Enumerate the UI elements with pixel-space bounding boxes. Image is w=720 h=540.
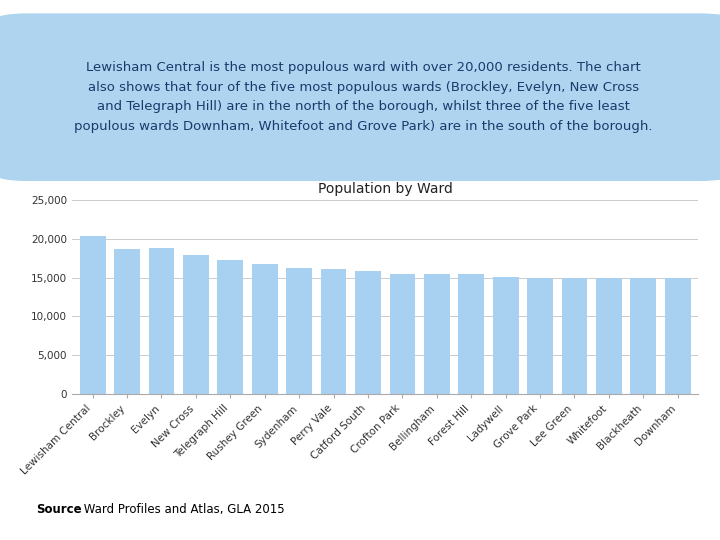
Bar xyxy=(148,248,174,394)
FancyBboxPatch shape xyxy=(0,14,720,180)
Bar xyxy=(183,255,209,394)
Text: Lewisham Central is the most populous ward with over 20,000 residents. The chart: Lewisham Central is the most populous wa… xyxy=(74,62,653,133)
Bar xyxy=(114,249,140,394)
Bar xyxy=(631,278,656,394)
Bar xyxy=(492,277,518,394)
Bar xyxy=(562,278,588,394)
Bar xyxy=(80,237,106,394)
Bar xyxy=(252,265,278,394)
Text: : Ward Profiles and Atlas, GLA 2015: : Ward Profiles and Atlas, GLA 2015 xyxy=(76,503,284,516)
Bar xyxy=(355,271,381,394)
Bar xyxy=(217,260,243,394)
Bar xyxy=(665,278,690,394)
Bar xyxy=(596,278,622,394)
Bar xyxy=(459,274,484,394)
Bar xyxy=(320,269,346,394)
Title: Population by Ward: Population by Ward xyxy=(318,182,453,196)
Bar xyxy=(287,268,312,394)
Bar xyxy=(424,274,450,394)
Bar xyxy=(527,278,553,394)
Text: Source: Source xyxy=(36,503,81,516)
Bar xyxy=(390,274,415,394)
